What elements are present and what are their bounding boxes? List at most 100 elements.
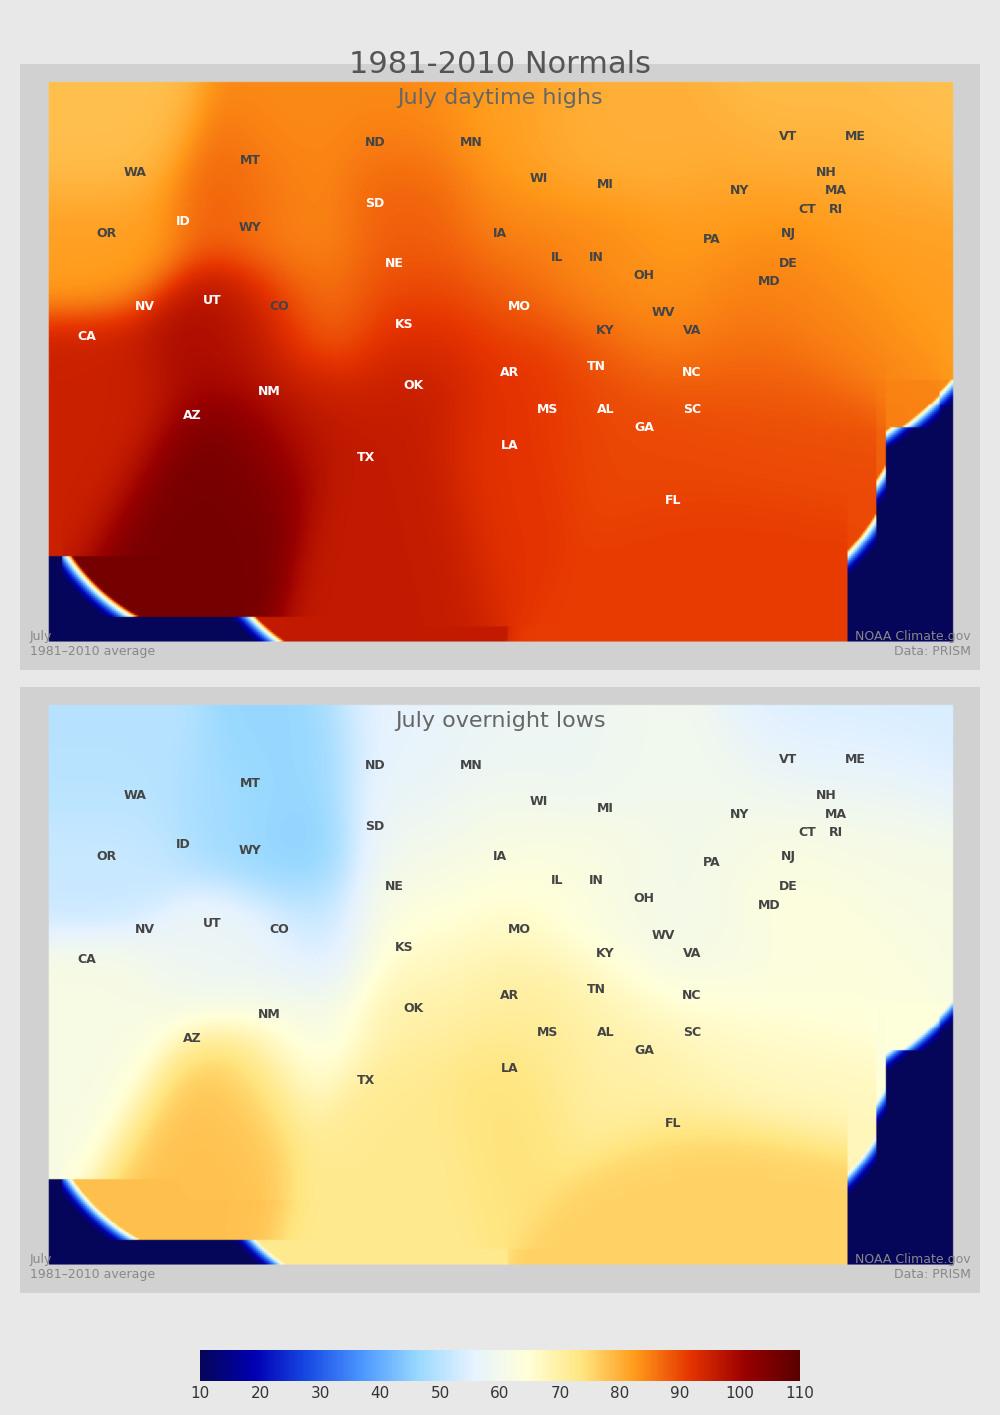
Text: ME: ME — [845, 130, 866, 143]
Text: ID: ID — [176, 838, 191, 850]
Text: WA: WA — [124, 167, 147, 180]
Text: July
1981–2010 average: July 1981–2010 average — [30, 1252, 155, 1281]
Text: NV: NV — [135, 923, 155, 935]
Text: NM: NM — [258, 385, 281, 398]
Text: OK: OK — [403, 378, 424, 392]
Text: July daytime highs: July daytime highs — [397, 88, 603, 108]
Text: MI: MI — [597, 178, 614, 191]
Text: KY: KY — [596, 947, 615, 959]
Text: ME: ME — [845, 753, 866, 766]
Text: OK: OK — [403, 1002, 424, 1015]
Text: NH: NH — [816, 790, 837, 802]
Text: TX: TX — [356, 451, 375, 464]
Text: TN: TN — [586, 983, 606, 996]
Text: WY: WY — [239, 843, 262, 857]
Text: MI: MI — [597, 801, 614, 815]
Text: MA: MA — [825, 808, 847, 821]
Text: DE: DE — [779, 258, 797, 270]
Text: AZ: AZ — [183, 1032, 202, 1044]
Text: NY: NY — [730, 808, 750, 821]
Text: NY: NY — [730, 184, 750, 198]
Text: NE: NE — [385, 258, 404, 270]
Text: NJ: NJ — [780, 226, 796, 241]
Text: MT: MT — [240, 154, 261, 167]
Text: WV: WV — [652, 306, 675, 318]
Text: VT: VT — [779, 130, 797, 143]
Text: OR: OR — [96, 226, 117, 241]
Text: LA: LA — [501, 1063, 518, 1075]
Text: CT: CT — [798, 826, 816, 839]
Text: NOAA Climate.gov
Data: PRISM: NOAA Climate.gov Data: PRISM — [855, 1252, 970, 1281]
Text: NV: NV — [135, 300, 155, 313]
Text: MN: MN — [460, 136, 483, 149]
Text: KS: KS — [395, 941, 413, 954]
Text: FL: FL — [665, 494, 681, 507]
Text: MA: MA — [825, 184, 847, 198]
Text: WI: WI — [529, 795, 548, 808]
Text: MD: MD — [757, 276, 780, 289]
Text: CT: CT — [798, 202, 816, 215]
Text: IN: IN — [589, 874, 603, 887]
Text: SC: SC — [683, 403, 701, 416]
Text: SC: SC — [683, 1026, 701, 1039]
Text: NH: NH — [816, 167, 837, 180]
Text: WY: WY — [239, 221, 262, 233]
Text: GA: GA — [634, 1044, 654, 1057]
Text: IN: IN — [589, 252, 603, 265]
Text: OH: OH — [634, 893, 654, 906]
Text: MT: MT — [240, 777, 261, 791]
Text: SD: SD — [366, 197, 385, 209]
Text: SD: SD — [366, 819, 385, 833]
Text: AL: AL — [597, 403, 614, 416]
Text: NJ: NJ — [780, 850, 796, 863]
Text: MS: MS — [537, 403, 559, 416]
Text: 1981-2010 Normals: 1981-2010 Normals — [349, 50, 651, 78]
Text: KY: KY — [596, 324, 615, 337]
Text: NC: NC — [682, 366, 702, 379]
Text: OH: OH — [634, 269, 654, 283]
Text: IA: IA — [493, 226, 507, 241]
Text: AZ: AZ — [183, 409, 202, 422]
Text: MO: MO — [508, 300, 531, 313]
Text: UT: UT — [203, 294, 221, 307]
Text: NOAA Climate.gov
Data: PRISM: NOAA Climate.gov Data: PRISM — [855, 630, 970, 658]
Text: GA: GA — [634, 420, 654, 434]
Text: TN: TN — [586, 361, 606, 374]
Text: NM: NM — [258, 1007, 281, 1020]
Text: LA: LA — [501, 439, 518, 453]
Text: NC: NC — [682, 989, 702, 1002]
Text: MO: MO — [508, 923, 531, 935]
Text: UT: UT — [203, 917, 221, 930]
Text: PA: PA — [702, 856, 720, 869]
Text: VT: VT — [779, 753, 797, 766]
Text: July
1981–2010 average: July 1981–2010 average — [30, 630, 155, 658]
Text: MD: MD — [757, 899, 780, 911]
Text: IL: IL — [551, 874, 564, 887]
Text: CO: CO — [269, 300, 289, 313]
Text: RI: RI — [829, 202, 843, 215]
Text: VA: VA — [683, 947, 701, 959]
Text: CA: CA — [78, 954, 97, 966]
Text: AR: AR — [500, 989, 519, 1002]
Text: PA: PA — [702, 233, 720, 246]
Text: NE: NE — [385, 880, 404, 893]
Text: ID: ID — [176, 215, 191, 228]
Text: ND: ND — [365, 758, 386, 773]
Text: CO: CO — [269, 923, 289, 935]
Text: MS: MS — [537, 1026, 559, 1039]
Text: MN: MN — [460, 758, 483, 773]
Text: OR: OR — [96, 850, 117, 863]
Text: CA: CA — [78, 330, 97, 342]
Text: WA: WA — [124, 790, 147, 802]
Text: FL: FL — [665, 1116, 681, 1129]
Text: AR: AR — [500, 366, 519, 379]
Text: AL: AL — [597, 1026, 614, 1039]
Text: KS: KS — [395, 318, 413, 331]
Text: IL: IL — [551, 252, 564, 265]
Text: DE: DE — [779, 880, 797, 893]
Text: RI: RI — [829, 826, 843, 839]
Text: VA: VA — [683, 324, 701, 337]
Text: WI: WI — [529, 173, 548, 185]
Text: TX: TX — [356, 1074, 375, 1087]
Text: IA: IA — [493, 850, 507, 863]
